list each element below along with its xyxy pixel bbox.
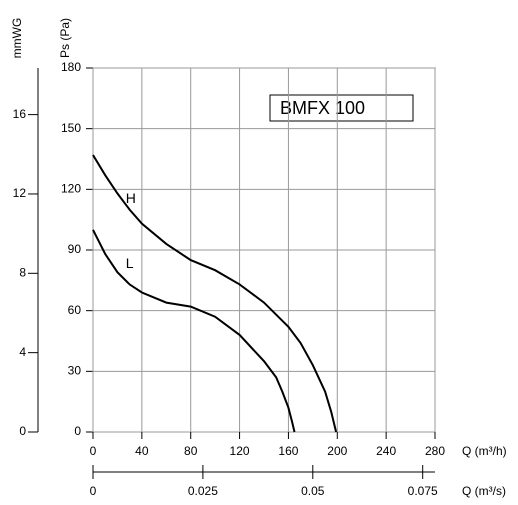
curve-label: L	[126, 255, 134, 271]
x-tick-label: 0	[90, 444, 97, 458]
x2-tick-label: 0.075	[408, 484, 438, 498]
y-tick-label: 30	[68, 364, 82, 378]
y-tick-label: 90	[68, 242, 82, 256]
x-tick-label: 80	[184, 444, 198, 458]
model-label: BMFX 100	[280, 98, 365, 118]
y2-axis-label: mmWG	[10, 18, 24, 59]
y2-tick-label: 4	[19, 345, 26, 359]
x2-tick-label: 0.05	[301, 484, 325, 498]
y-tick-label: 120	[61, 182, 81, 196]
y-tick-label: 150	[61, 121, 81, 135]
x-tick-label: 120	[230, 444, 250, 458]
x-tick-label: 240	[376, 444, 396, 458]
y-axis-label: Ps (Pa)	[58, 18, 72, 58]
y-tick-label: 180	[61, 60, 81, 74]
y-tick-label: 60	[68, 303, 82, 317]
x-tick-label: 280	[425, 444, 445, 458]
x2-tick-label: 0.025	[188, 484, 218, 498]
x-tick-label: 160	[278, 444, 298, 458]
curve-label: H	[126, 190, 136, 206]
y-tick-label: 0	[74, 424, 81, 438]
x-tick-label: 40	[135, 444, 149, 458]
y2-tick-label: 16	[13, 107, 27, 121]
y2-tick-label: 0	[19, 424, 26, 438]
x-axis-label: Q (m³/h)	[462, 444, 507, 458]
y2-tick-label: 12	[13, 186, 27, 200]
x-tick-label: 200	[327, 444, 347, 458]
model-box	[269, 94, 414, 122]
fan-curve	[92, 229, 296, 433]
y2-tick-label: 8	[19, 265, 26, 279]
x2-tick-label: 0	[90, 484, 97, 498]
x2-axis-label: Q (m³/s)	[462, 484, 506, 498]
fan-curve	[92, 154, 338, 433]
